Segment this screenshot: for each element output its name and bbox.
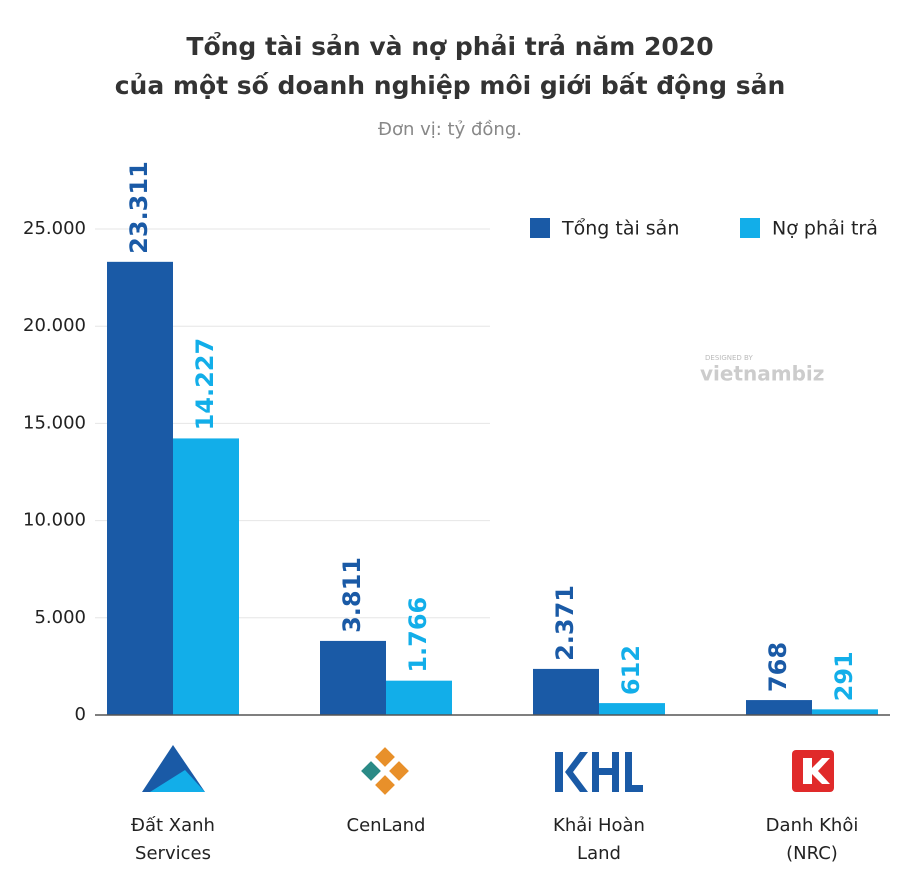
chart-title: của một số doanh nghiệp môi giới bất độn…	[115, 71, 786, 100]
legend-label: Nợ phải trả	[772, 218, 878, 240]
bar	[386, 680, 452, 715]
x-tick-label: Khải Hoàn Land	[553, 815, 645, 864]
watermark: vietnambiz	[700, 362, 824, 386]
x-tick-label: Danh Khôi (NRC)	[765, 815, 859, 864]
value-label: 23.311	[125, 161, 153, 254]
y-tick-label: 0	[75, 704, 86, 725]
bar	[173, 438, 239, 715]
y-tick-label: 10.000	[23, 510, 86, 531]
bar	[107, 261, 173, 715]
value-label: 291	[830, 651, 858, 701]
y-tick-label: 5.000	[34, 607, 86, 628]
x-tick-label: Đất Xanh Services	[131, 815, 215, 864]
legend-swatch	[530, 218, 550, 238]
y-tick-label: 15.000	[23, 412, 86, 433]
y-tick-label: 20.000	[23, 315, 86, 336]
legend-label: Tổng tài sản	[561, 218, 679, 240]
value-label: 612	[617, 645, 645, 695]
value-label: 3.811	[338, 557, 366, 633]
bar	[599, 703, 665, 715]
logo-danh-khoi	[792, 750, 834, 792]
x-tick-label: CenLand	[346, 815, 426, 836]
bar	[746, 700, 812, 715]
chart-title: Tổng tài sản và nợ phải trả năm 2020	[186, 31, 713, 61]
y-tick-label: 25.000	[23, 218, 86, 239]
bar	[812, 709, 878, 715]
value-label: 14.227	[191, 338, 219, 431]
value-label: 1.766	[404, 597, 432, 673]
value-label: 768	[764, 642, 792, 692]
logo-khai-hoan	[555, 752, 643, 792]
logo-dat-xanh	[142, 745, 205, 792]
legend-swatch	[740, 218, 760, 238]
watermark: DESIGNED BY	[705, 354, 753, 362]
value-label: 2.371	[551, 585, 579, 661]
logo-cenland	[361, 747, 409, 795]
chart-subtitle: Đơn vị: tỷ đồng.	[378, 119, 522, 140]
bar	[533, 668, 599, 715]
bar	[320, 640, 386, 715]
